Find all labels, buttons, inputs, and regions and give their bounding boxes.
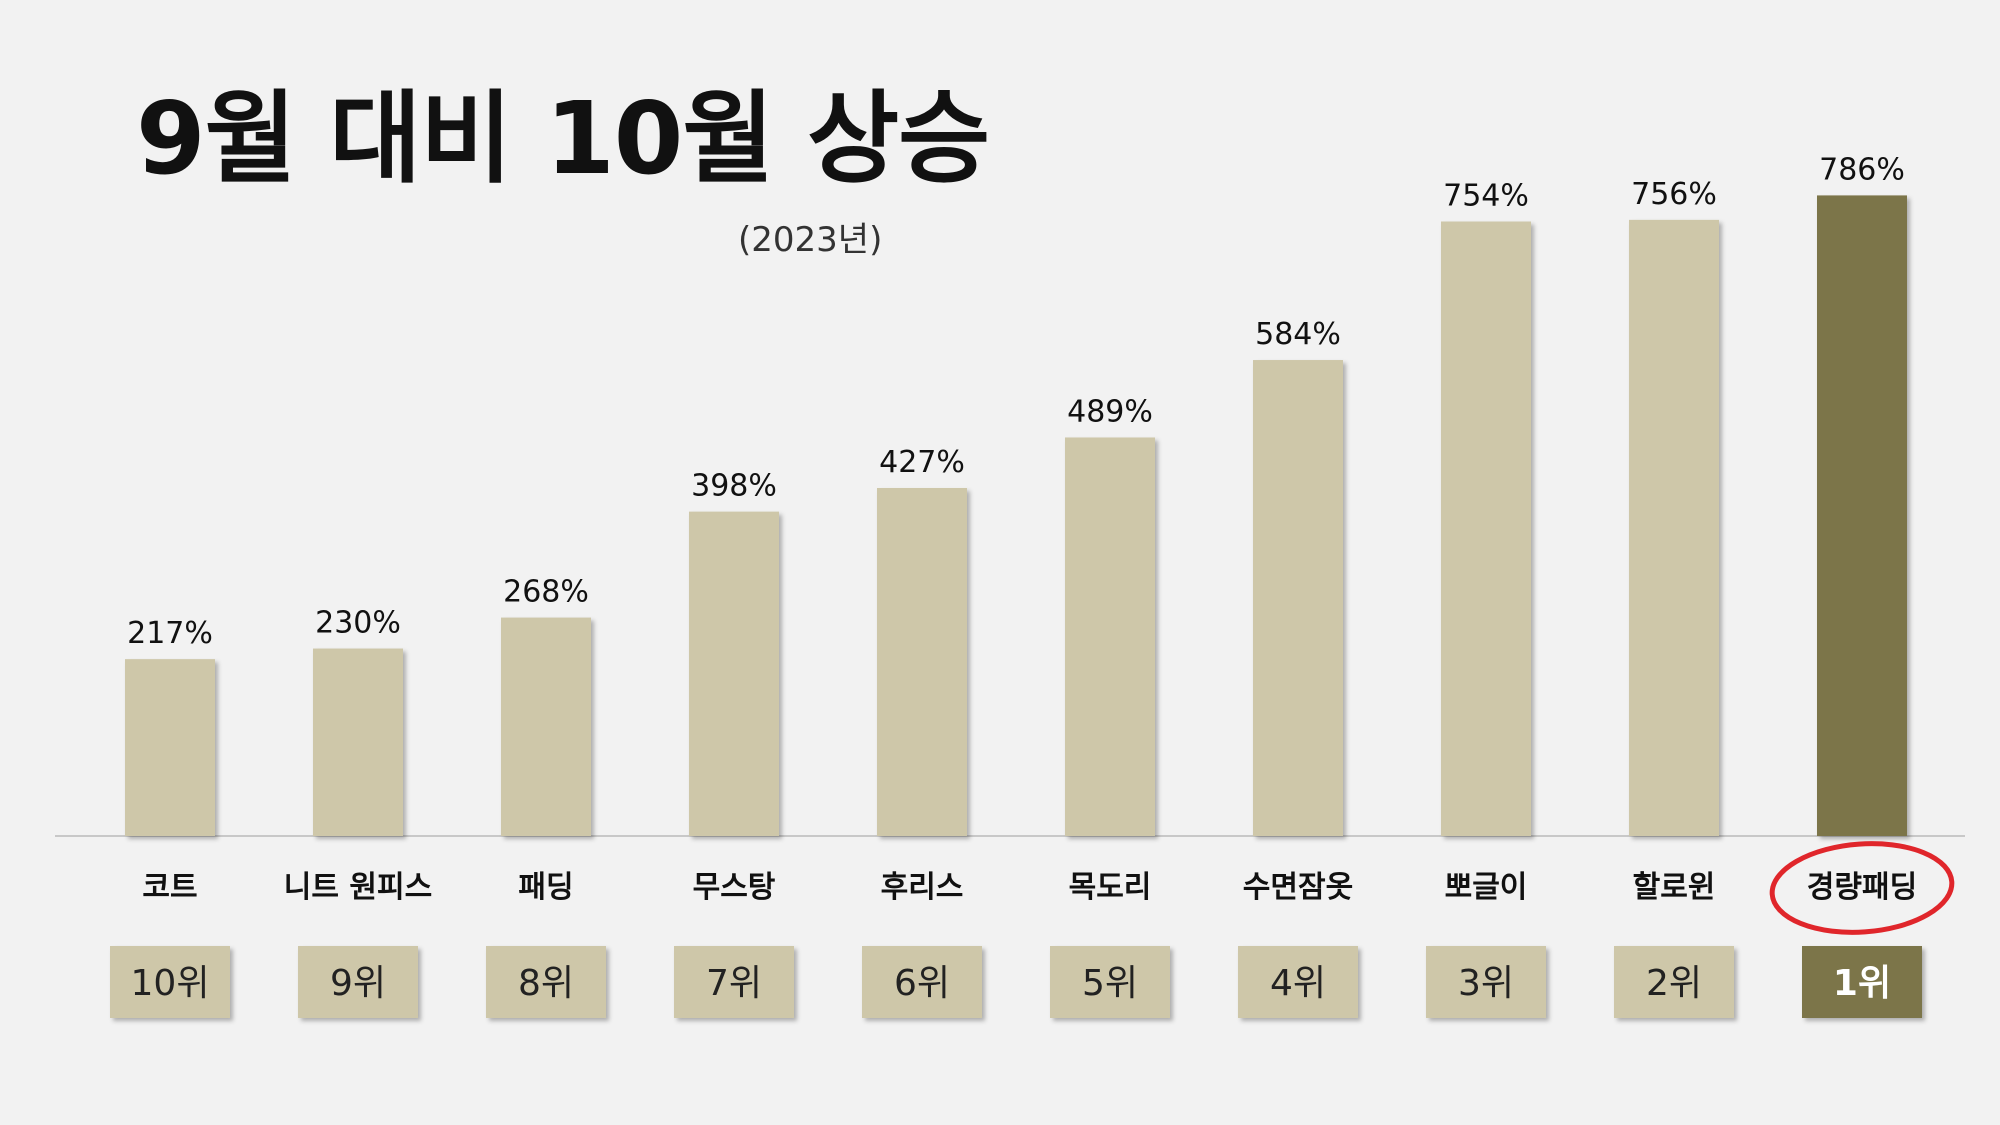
value-label: 268% — [503, 575, 589, 610]
rank-label: 8위 — [518, 963, 574, 1004]
value-label: 427% — [879, 445, 965, 480]
bar — [1065, 437, 1155, 836]
rank-label: 6위 — [894, 963, 950, 1004]
highlight-circle — [1769, 841, 1955, 935]
value-label: 786% — [1819, 152, 1905, 187]
rank-label: 10위 — [131, 963, 210, 1004]
value-label: 584% — [1255, 317, 1341, 352]
rank-label: 3위 — [1458, 963, 1514, 1004]
category-label: 경량패딩 — [1807, 870, 1917, 905]
rank-label: 9위 — [330, 963, 386, 1004]
value-label: 756% — [1631, 177, 1717, 212]
rank-badge — [1802, 946, 1922, 1018]
rank-badge — [1238, 946, 1358, 1018]
bar — [1441, 221, 1531, 837]
chart-title: 9월 대비 10월 상승 — [136, 80, 990, 197]
category-label: 패딩 — [518, 870, 573, 905]
category-label: 니트 원피스 — [284, 870, 432, 905]
rank-badge — [486, 946, 606, 1018]
category-label: 뽀글이 — [1445, 870, 1528, 905]
category-label: 목도리 — [1069, 870, 1152, 905]
bar — [125, 659, 215, 836]
bar — [1253, 360, 1343, 836]
bar — [877, 487, 967, 836]
rank-badge — [1614, 946, 1734, 1018]
value-label: 217% — [127, 616, 213, 651]
rank-label: 2위 — [1646, 963, 1702, 1004]
value-label: 489% — [1067, 394, 1153, 429]
rank-badge — [862, 946, 982, 1018]
chart-subtitle: (2023년) — [738, 220, 883, 260]
rank-badge — [674, 946, 794, 1018]
category-label: 할로윈 — [1633, 870, 1716, 905]
value-label: 398% — [691, 469, 777, 504]
rank-badge — [1050, 946, 1170, 1018]
rank-badge — [110, 946, 230, 1018]
rank-badge — [1426, 946, 1546, 1018]
category-label: 코트 — [142, 870, 197, 905]
bar — [1629, 219, 1719, 837]
bar — [1817, 195, 1907, 836]
rank-label: 1위 — [1833, 963, 1891, 1004]
rank-badge — [298, 946, 418, 1018]
bar — [689, 511, 779, 836]
category-label: 수면잠옷 — [1243, 870, 1353, 905]
category-label: 후리스 — [881, 870, 964, 905]
bar — [313, 648, 403, 836]
category-label: 무스탕 — [693, 870, 776, 905]
value-label: 230% — [315, 606, 401, 641]
rank-label: 4위 — [1270, 963, 1326, 1004]
value-label: 754% — [1443, 178, 1529, 213]
rank-label: 7위 — [706, 963, 762, 1004]
rank-label: 5위 — [1082, 963, 1138, 1004]
bar — [501, 617, 591, 836]
